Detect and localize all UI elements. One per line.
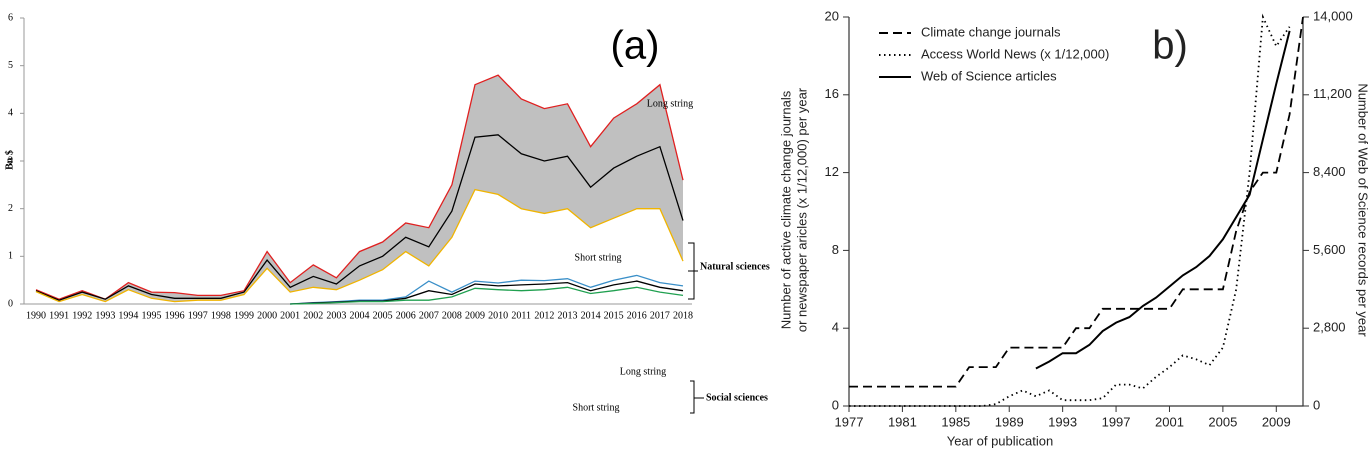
bracket-natural: [688, 242, 698, 300]
x-tick-label: 1998: [211, 310, 231, 321]
y-tick-label: 0: [832, 397, 839, 412]
y-axis-label-line: Number of active climate change journals: [778, 90, 793, 329]
x-tick-label: 1977: [835, 414, 864, 429]
y-tick-label: 5: [8, 60, 13, 71]
x-tick-label: 2018: [673, 310, 693, 321]
series-line: [849, 16, 1304, 388]
x-tick-label: 1981: [888, 414, 917, 429]
annotation: Long string: [620, 366, 666, 377]
series-line: [290, 274, 684, 305]
x-tick-label: 1996: [165, 310, 185, 321]
annotation: Social sciences: [706, 392, 768, 403]
x-tick-label: 2016: [627, 310, 647, 321]
annotation: Natural sciences: [700, 261, 770, 272]
x-tick-label: 1990: [26, 310, 46, 321]
x-tick-label: 2011: [511, 310, 531, 321]
axes-frame: [848, 17, 1304, 407]
x-tick-label: 2001: [280, 310, 300, 321]
x-tick-label: 2005: [1208, 414, 1237, 429]
y-axis-label: Number of active climate change journals…: [778, 87, 809, 332]
x-axis-label: Year of publication: [947, 433, 1054, 448]
x-tick-label: 2013: [557, 310, 577, 321]
series-line: [35, 134, 684, 301]
x-tick-label: 1991: [49, 310, 69, 321]
x-tick-label: 1997: [1102, 414, 1131, 429]
bracket-social: [690, 380, 704, 414]
y2-tick-label: 5,600: [1313, 242, 1346, 257]
x-tick-label: 2014: [581, 310, 601, 321]
x-tick-label: 2009: [465, 310, 485, 321]
y2-tick-label: 11,200: [1313, 86, 1352, 101]
y-tick-label: 20: [825, 8, 839, 23]
x-tick-label: 2005: [373, 310, 393, 321]
chart-title: (a): [611, 24, 660, 68]
chart-a: (a) Bn $ 0 1 2 3 4 5 6 1990 1991 1992 1993 1994 1995…: [4, 12, 770, 414]
series-line: [849, 13, 1291, 407]
x-tick-label: 2004: [350, 310, 370, 321]
chart-b: b) Year of publication Number of active …: [778, 8, 1370, 448]
x-tick-label: 1997: [188, 310, 208, 321]
y2-tick-label: 14,000: [1313, 8, 1353, 23]
chart-title: b): [1152, 24, 1188, 68]
x-tick-label: 1999: [234, 310, 254, 321]
x-tick-label: 2003: [326, 310, 346, 321]
x-tick-label: 2008: [442, 310, 462, 321]
y-tick-label: 0: [8, 298, 13, 309]
y2-tick-label: 8,400: [1313, 164, 1346, 179]
y-tick-label: 4: [832, 320, 839, 335]
x-tick-label: 1993: [1048, 414, 1077, 429]
x-tick-label: 2007: [419, 310, 439, 321]
x-tick-label: 1995: [142, 310, 162, 321]
x-tick-label: 1989: [995, 414, 1024, 429]
annotation: Long string: [647, 98, 693, 109]
range-fill: [36, 75, 683, 302]
x-tick-label: 1992: [72, 310, 92, 321]
y-tick-label: 16: [825, 86, 839, 101]
x-tick-label: 1985: [941, 414, 970, 429]
annotation: Short string: [573, 402, 620, 413]
annotation: Short string: [575, 252, 622, 263]
series-line: [35, 74, 684, 300]
series-line: [35, 188, 684, 303]
x-tick-label: 1994: [118, 310, 138, 321]
y-tick-label: 8: [832, 242, 839, 257]
y-tick-label: 6: [8, 12, 13, 23]
x-tick-label: 2017: [650, 310, 670, 321]
y-tick-label: 1: [8, 251, 13, 262]
x-tick-label: 2002: [303, 310, 323, 321]
x-tick-label: 1993: [95, 310, 115, 321]
y-tick-label: 4: [8, 108, 13, 119]
x-tick-label: 2010: [488, 310, 508, 321]
x-tick-label: 2012: [534, 310, 554, 321]
x-tick-label: 2009: [1262, 414, 1291, 429]
legend-label: Climate change journals: [921, 24, 1061, 39]
y-axis-label: Bn $: [4, 150, 15, 170]
x-tick-label: 2015: [604, 310, 624, 321]
x-tick-label: 2000: [257, 310, 277, 321]
x-tick-label: 2006: [396, 310, 416, 321]
y-axis-label-line: or newspaper aricles (x 1/12,000) per ye…: [794, 87, 809, 332]
y-tick-label: 2: [8, 203, 13, 214]
series-line: [1035, 30, 1291, 370]
x-tick-label: 2001: [1155, 414, 1184, 429]
series-line: [290, 286, 684, 305]
y2-tick-label: 2,800: [1313, 320, 1346, 335]
y-tick-label: 3: [8, 155, 13, 166]
legend-label: Web of Science articles: [921, 68, 1057, 83]
y2-tick-label: 0: [1313, 397, 1320, 412]
y2-axis-label: Number of Web of Science records per yea…: [1356, 83, 1371, 337]
y-tick-label: 12: [825, 164, 839, 179]
legend-label: Access World News (x 1/12,000): [921, 46, 1109, 61]
